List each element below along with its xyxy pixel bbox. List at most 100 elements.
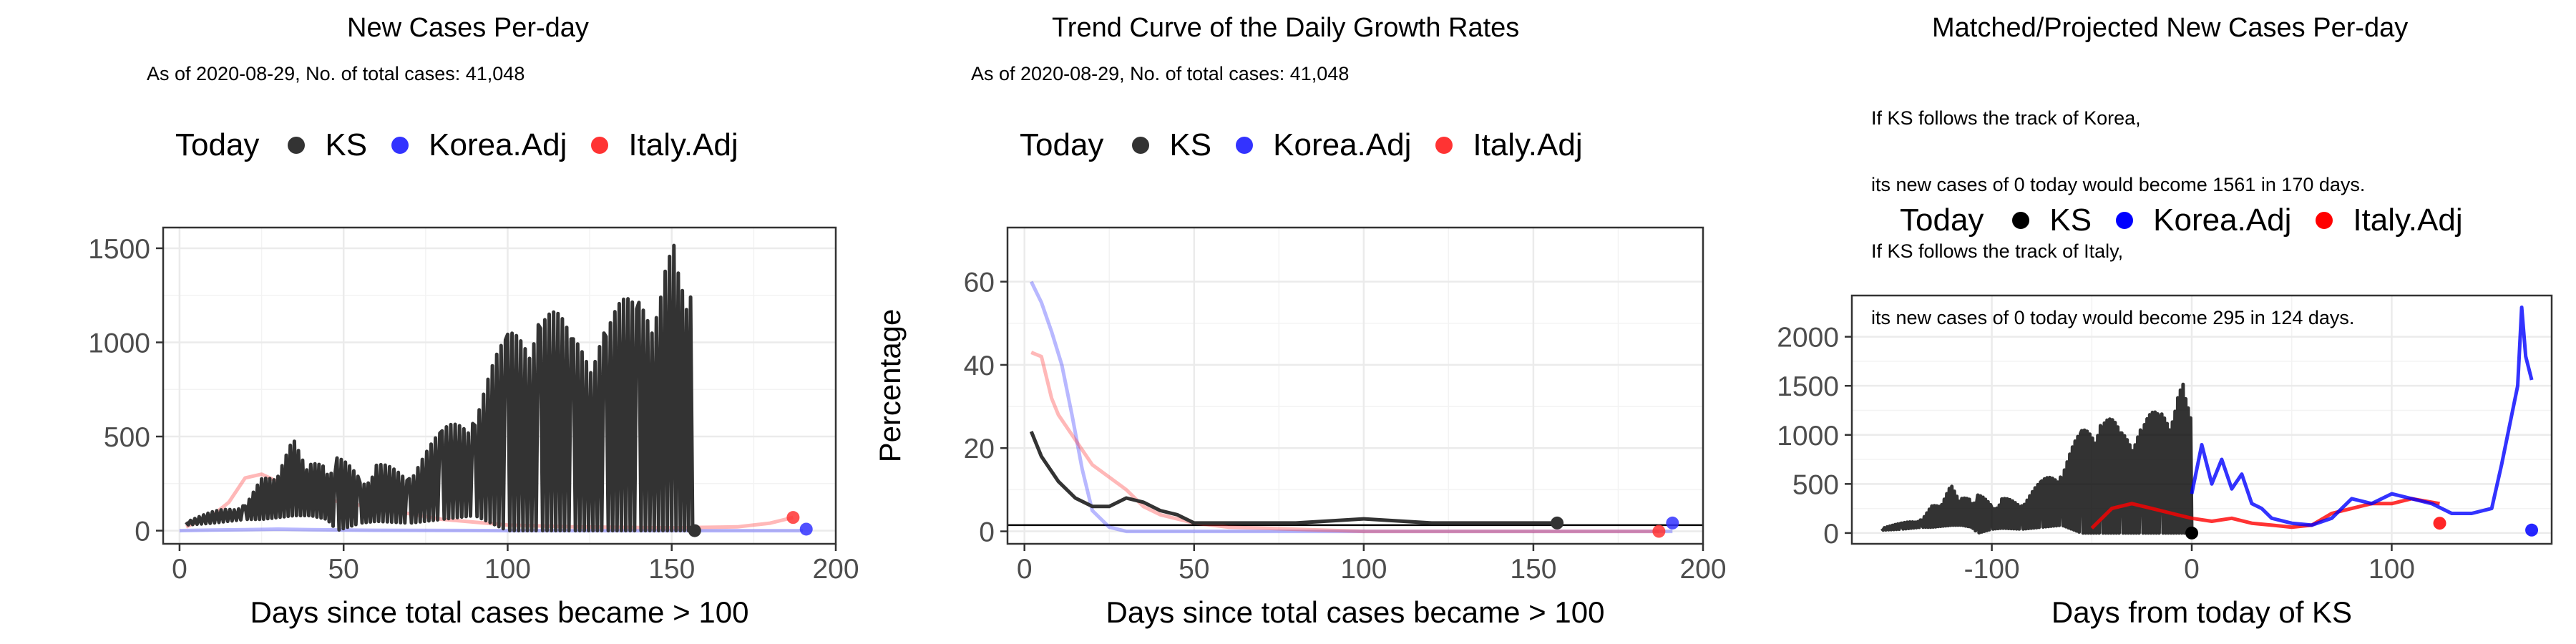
- legend-item-italy: Italy.Adj: [1435, 127, 1583, 163]
- panel-new-cases: New Cases Per-day As of 2020-08-29, No. …: [0, 0, 859, 644]
- chart-title: Matched/Projected New Cases Per-day: [1932, 13, 2409, 43]
- dot-icon: [591, 137, 609, 154]
- legend-item-korea: Korea.Adj: [1236, 127, 1411, 163]
- x-tick-label: 100: [484, 554, 531, 585]
- legend-label: KS: [1169, 127, 1212, 162]
- chart-title: New Cases Per-day: [347, 13, 589, 43]
- y-tick-label: 60: [964, 268, 995, 298]
- chart-subtitle: As of 2020-08-29, No. of total cases: 41…: [147, 63, 525, 84]
- legend-label: Korea.Adj: [429, 127, 567, 162]
- legend-title: Today: [175, 127, 260, 162]
- data-layer: [179, 243, 804, 533]
- legend-label: KS: [2049, 203, 2092, 238]
- x-axis-label: Days from today of KS: [2051, 595, 2352, 629]
- y-tick-label: 1000: [1777, 421, 1839, 452]
- subtitle-line: its new cases of 0 today would become 29…: [1871, 307, 2355, 328]
- x-tick-label: 200: [1679, 554, 1726, 585]
- panel-growth-rates: Trend Curve of the Daily Growth Rates As…: [859, 0, 1717, 644]
- y-tick-label: 1500: [88, 234, 150, 265]
- subtitle-line: If KS follows the track of Italy,: [1871, 240, 2124, 262]
- x-axis-label: Days since total cases became > 100: [1106, 595, 1605, 629]
- legend-item-korea: Korea.Adj: [2116, 203, 2291, 238]
- today-point: [1666, 516, 1679, 530]
- legend-item-ks: KS: [288, 127, 367, 163]
- y-tick-label: 2000: [1777, 323, 1839, 353]
- dot-icon: [391, 137, 409, 154]
- today-point: [688, 524, 701, 537]
- dot-icon: [1132, 137, 1150, 154]
- data-layer: [1008, 280, 1703, 534]
- legend-label: Korea.Adj: [1273, 127, 1412, 162]
- legend-label: Italy.Adj: [1473, 127, 1583, 162]
- x-axis-label: Days since total cases became > 100: [250, 595, 749, 629]
- x-tick-label: 50: [1179, 554, 1209, 585]
- legend: Today KS Korea.Adj Italy.Adj: [1020, 127, 1607, 163]
- legend-title: Today: [1020, 127, 1104, 162]
- today-point: [2185, 526, 2199, 540]
- series-line-korea-adj: [2190, 306, 2534, 527]
- legend-label: Italy.Adj: [2353, 203, 2463, 238]
- series-line-ks: [185, 243, 695, 533]
- today-point: [799, 522, 813, 536]
- chart-1: 0 50 100 150 200 0 20 40 60 Days since total case…: [873, 226, 1727, 629]
- series-line-ks: [1029, 431, 1558, 525]
- legend-item-italy: Italy.Adj: [2316, 203, 2463, 238]
- y-tick-label: 1500: [1777, 371, 1839, 402]
- legend: Today KS Korea.Adj Italy.Adj: [1900, 203, 2487, 238]
- plot-border: [1006, 226, 1704, 545]
- today-point: [1652, 525, 1666, 538]
- legend: Today KS Korea.Adj Italy.Adj: [175, 127, 763, 163]
- legend-item-ks: KS: [1132, 127, 1211, 163]
- legend-item-italy: Italy.Adj: [591, 127, 738, 163]
- data-layer: [1880, 306, 2534, 535]
- today-point: [2433, 517, 2446, 530]
- chart-title: Trend Curve of the Daily Growth Rates: [1052, 13, 1520, 43]
- subtitle-line: its new cases of 0 today would become 15…: [1871, 174, 2366, 195]
- dot-icon: [2116, 212, 2134, 229]
- dot-icon: [288, 137, 306, 154]
- legend-label: Italy.Adj: [628, 127, 738, 162]
- series-line-korea-adj: [1029, 280, 1673, 534]
- subtitle-line: If KS follows the track of Korea,: [1871, 107, 2141, 129]
- legend-item-korea: Korea.Adj: [391, 127, 567, 163]
- panel-projected: Matched/Projected New Cases Per-day If K…: [1717, 0, 2576, 644]
- chart-subtitle: As of 2020-08-29, No. of total cases: 41…: [971, 63, 1350, 84]
- y-tick-label: 500: [1792, 469, 1839, 500]
- x-tick-label: 0: [172, 554, 187, 585]
- today-point: [2525, 523, 2539, 537]
- x-tick-label: 50: [328, 554, 358, 585]
- chart-0: 0 50 100 150 200 0 500 1000 1500 Days since total…: [88, 226, 859, 629]
- dot-icon: [1236, 137, 1254, 154]
- legend-title: Today: [1900, 203, 1984, 238]
- today-point: [1551, 516, 1564, 530]
- dot-icon: [2012, 212, 2030, 229]
- x-tick-label: 0: [2184, 554, 2200, 585]
- legend-item-ks: KS: [2012, 203, 2092, 238]
- legend-label: Korea.Adj: [2153, 203, 2292, 238]
- y-tick-label: 500: [104, 422, 150, 453]
- series-line-korea-adj: [179, 527, 804, 533]
- plot-border: [162, 226, 837, 545]
- y-tick-label: 0: [1823, 519, 1839, 550]
- series-line-italy-adj: [1030, 351, 1659, 534]
- x-tick-label: -100: [1964, 554, 2020, 585]
- x-tick-label: 100: [1340, 554, 1387, 585]
- y-tick-label: 20: [964, 434, 995, 464]
- dot-icon: [1435, 137, 1453, 154]
- x-tick-label: 200: [812, 554, 859, 585]
- today-point: [786, 511, 800, 525]
- legend-label: KS: [325, 127, 368, 162]
- series-line-ks: [1880, 382, 2194, 535]
- chart-subtitle: If KS follows the track of Korea, its ne…: [1871, 63, 2365, 374]
- y-tick-label: 0: [979, 517, 995, 548]
- x-tick-label: 150: [1510, 554, 1556, 585]
- x-tick-label: 100: [2368, 554, 2415, 585]
- x-tick-label: 0: [1017, 554, 1033, 585]
- y-tick-label: 40: [964, 351, 995, 381]
- x-tick-label: 150: [648, 554, 695, 585]
- y-tick-label: 0: [135, 517, 150, 547]
- plot-border: [1850, 294, 2553, 545]
- y-axis-label: Percentage: [873, 309, 907, 463]
